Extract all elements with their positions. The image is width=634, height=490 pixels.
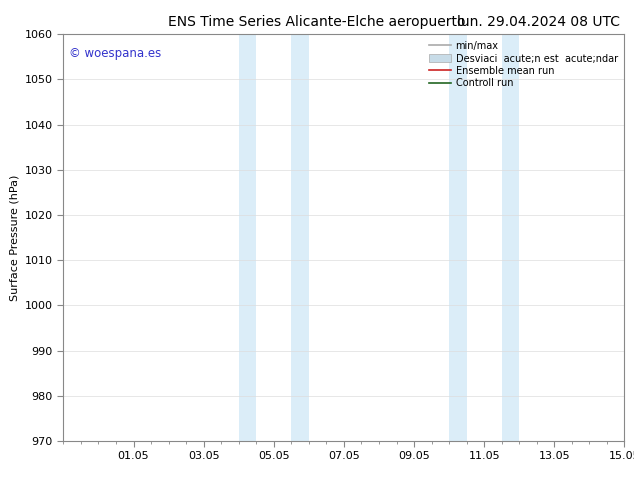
Y-axis label: Surface Pressure (hPa): Surface Pressure (hPa) — [10, 174, 19, 301]
Text: © woespana.es: © woespana.es — [69, 47, 161, 59]
Bar — [256, 34, 292, 441]
Legend: min/max, Desviaci  acute;n est  acute;ndar, Ensemble mean run, Controll run: min/max, Desviaci acute;n est acute;ndar… — [427, 39, 619, 90]
Bar — [467, 34, 501, 441]
Bar — [239, 34, 309, 441]
Text: lun. 29.04.2024 08 UTC: lun. 29.04.2024 08 UTC — [457, 15, 621, 29]
Text: ENS Time Series Alicante-Elche aeropuerto: ENS Time Series Alicante-Elche aeropuert… — [168, 15, 466, 29]
Bar — [449, 34, 519, 441]
